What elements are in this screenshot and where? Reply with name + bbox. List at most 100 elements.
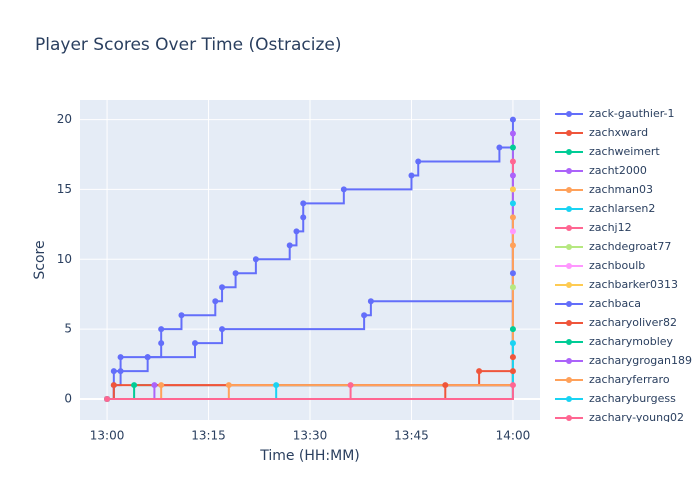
legend-marker: [566, 168, 572, 174]
legend: zack-gauthier-1 zachxward zachweimert zacht…: [555, 107, 692, 424]
data-point: [509, 144, 516, 151]
data-point: [158, 382, 165, 389]
data-point: [509, 186, 516, 193]
data-point: [219, 326, 226, 333]
legend-label: zachman03: [589, 183, 653, 196]
y-tick-label: 15: [57, 182, 72, 196]
data-point: [509, 116, 516, 123]
data-point: [509, 284, 516, 291]
legend-marker: [566, 263, 572, 269]
data-point: [104, 396, 111, 403]
legend-marker: [566, 282, 572, 288]
plot: [104, 116, 516, 403]
x-tick-label: 13:00: [90, 429, 125, 443]
data-point: [340, 186, 347, 193]
legend-marker: [566, 396, 572, 402]
legend-marker: [566, 339, 572, 345]
legend-marker: [566, 187, 572, 193]
data-point: [131, 382, 138, 389]
legend-marker: [566, 225, 572, 231]
axes: 0 5 10 15 20 13:00 13:15 13:30 13:45 14:00: [57, 112, 531, 442]
legend-label: zacharymobley: [589, 335, 674, 348]
data-point: [286, 242, 293, 249]
legend-marker: [566, 377, 572, 383]
data-point: [178, 312, 185, 319]
legend-label: zacht2000: [589, 164, 647, 177]
data-point: [158, 340, 165, 347]
x-axis-title: Time (HH:MM): [259, 448, 360, 464]
x-tick-label: 13:15: [191, 429, 226, 443]
chart-title: Player Scores Over Time (Ostracize): [35, 35, 342, 55]
data-point: [509, 130, 516, 137]
data-point: [509, 270, 516, 277]
data-point: [509, 382, 516, 389]
data-point: [509, 340, 516, 347]
legend-label: zachdegroat77: [589, 240, 671, 253]
y-tick-label: 5: [64, 322, 72, 336]
x-tick-label: 13:30: [293, 429, 328, 443]
data-point: [509, 200, 516, 207]
data-point: [509, 214, 516, 221]
data-point: [273, 382, 280, 389]
legend-label: zachlarsen2: [589, 202, 655, 215]
data-point: [219, 284, 226, 291]
y-tick-label: 0: [64, 392, 72, 406]
x-tick-label: 14:00: [496, 429, 531, 443]
data-point: [347, 382, 354, 389]
data-point: [509, 242, 516, 249]
legend-marker: [566, 320, 572, 326]
data-point: [117, 354, 124, 361]
legend-marker: [566, 111, 572, 117]
data-point: [415, 158, 422, 165]
legend-marker: [566, 130, 572, 136]
data-point: [496, 144, 503, 151]
legend-marker: [566, 206, 572, 212]
legend-label: zachbarker0313: [589, 278, 678, 291]
data-point: [192, 340, 198, 347]
data-point: [293, 228, 300, 235]
data-point: [232, 270, 239, 277]
data-point: [110, 368, 117, 375]
legend-marker: [566, 415, 572, 421]
legend-label: zachweimert: [589, 145, 660, 158]
legend-marker: [566, 244, 572, 250]
x-tick-label: 13:45: [394, 429, 429, 443]
data-point: [509, 172, 516, 179]
legend-label: zachary-young02: [589, 411, 684, 424]
legend-marker: [566, 301, 572, 307]
data-point: [300, 200, 307, 207]
data-point: [361, 312, 368, 319]
data-point: [509, 368, 516, 375]
data-point: [225, 382, 232, 389]
data-point: [158, 326, 165, 333]
data-point: [110, 382, 117, 389]
data-point: [117, 368, 124, 375]
data-point: [300, 214, 307, 221]
data-point: [252, 256, 259, 263]
legend-label: zacharyburgess: [589, 392, 676, 405]
data-point: [212, 298, 219, 305]
data-point: [144, 354, 151, 361]
legend-marker: [566, 149, 572, 155]
legend-label: zack-gauthier-1: [589, 107, 675, 120]
data-point: [408, 172, 415, 179]
data-point: [509, 158, 516, 165]
series-line: [107, 385, 514, 401]
data-point: [442, 382, 449, 389]
y-axis-title: Score: [32, 240, 48, 279]
legend-label: zachj12: [589, 221, 632, 234]
data-point: [509, 228, 516, 235]
legend-label: zacharyferraro: [589, 373, 670, 386]
legend-label: zacharyoliver82: [589, 316, 677, 329]
y-tick-label: 10: [57, 252, 72, 266]
data-point: [509, 326, 516, 333]
legend-label: zachbaca: [589, 297, 641, 310]
legend-marker: [566, 358, 572, 364]
data-point: [476, 368, 483, 375]
data-point: [151, 382, 158, 389]
legend-label: zacharygrogan189: [589, 354, 692, 367]
y-tick-label: 20: [57, 112, 72, 126]
legend-label: zachxward: [589, 126, 648, 139]
data-point: [367, 298, 374, 305]
